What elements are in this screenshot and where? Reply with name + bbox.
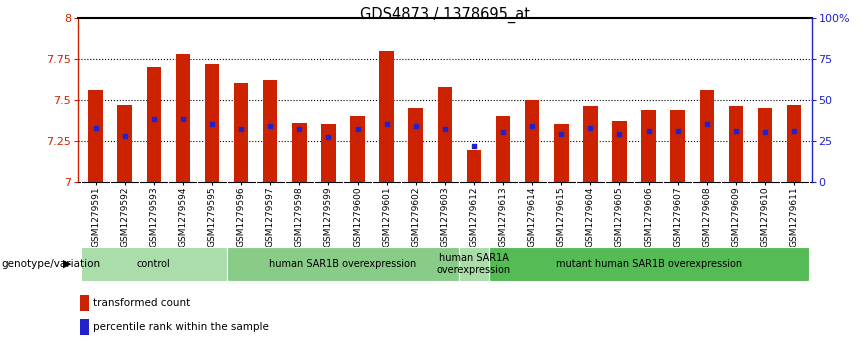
Text: human SAR1A
overexpression: human SAR1A overexpression [437, 253, 511, 275]
Bar [467, 150, 481, 182]
Text: GSM1279600: GSM1279600 [353, 187, 362, 247]
Point [234, 126, 248, 132]
Bar [670, 110, 685, 182]
Bar [786, 105, 801, 182]
Bar [351, 116, 365, 182]
Point [351, 126, 365, 132]
Text: transformed count: transformed count [93, 298, 190, 308]
Bar [321, 125, 336, 182]
Text: GSM1279607: GSM1279607 [674, 187, 682, 247]
Text: GSM1279611: GSM1279611 [790, 187, 799, 247]
Text: GSM1279604: GSM1279604 [586, 187, 595, 247]
Text: GSM1279605: GSM1279605 [615, 187, 624, 247]
Text: GSM1279599: GSM1279599 [324, 187, 333, 247]
Point [758, 130, 772, 135]
Text: mutant human SAR1B overexpression: mutant human SAR1B overexpression [556, 259, 741, 269]
Text: GSM1279598: GSM1279598 [295, 187, 304, 247]
Point [89, 125, 102, 131]
Point [321, 135, 335, 140]
Text: genotype/variation: genotype/variation [2, 259, 101, 269]
Text: GSM1279591: GSM1279591 [91, 187, 100, 247]
Bar [80, 319, 89, 335]
Bar [525, 100, 539, 182]
Bar [554, 125, 569, 182]
Point [700, 122, 713, 127]
Bar [489, 247, 809, 281]
Bar [263, 80, 278, 182]
Bar [205, 64, 220, 182]
Point [467, 143, 481, 148]
Bar [80, 295, 89, 311]
Bar [612, 121, 627, 182]
Text: GSM1279610: GSM1279610 [760, 187, 770, 247]
Bar [459, 247, 489, 281]
Point [147, 117, 161, 122]
Bar [227, 247, 459, 281]
Point [496, 130, 510, 135]
Point [176, 117, 190, 122]
Bar [379, 51, 394, 182]
Point [379, 122, 393, 127]
Point [729, 128, 743, 134]
Point [437, 126, 451, 132]
Bar [147, 67, 161, 182]
Text: GSM1279595: GSM1279595 [207, 187, 216, 247]
Text: GSM1279615: GSM1279615 [556, 187, 566, 247]
Point [205, 122, 219, 127]
Bar [496, 116, 510, 182]
Point [525, 123, 539, 129]
Point [293, 126, 306, 132]
Text: GDS4873 / 1378695_at: GDS4873 / 1378695_at [360, 7, 529, 24]
Text: GSM1279614: GSM1279614 [528, 187, 536, 247]
Text: GSM1279592: GSM1279592 [120, 187, 129, 247]
Bar [583, 106, 598, 182]
Bar [641, 110, 656, 182]
Bar [292, 123, 306, 182]
Text: GSM1279608: GSM1279608 [702, 187, 711, 247]
Point [555, 131, 569, 137]
Text: GSM1279609: GSM1279609 [732, 187, 740, 247]
Text: GSM1279593: GSM1279593 [149, 187, 158, 247]
Bar [409, 108, 423, 182]
Bar [89, 90, 103, 182]
Text: percentile rank within the sample: percentile rank within the sample [93, 322, 268, 332]
Point [409, 123, 423, 129]
Bar [233, 83, 248, 182]
Point [583, 125, 597, 131]
Text: GSM1279612: GSM1279612 [470, 187, 478, 247]
Text: GSM1279597: GSM1279597 [266, 187, 274, 247]
Bar [117, 105, 132, 182]
Text: GSM1279594: GSM1279594 [179, 187, 187, 247]
Text: control: control [137, 259, 171, 269]
Point [641, 128, 655, 134]
Bar [437, 87, 452, 182]
Text: ▶: ▶ [63, 259, 72, 269]
Bar [700, 90, 714, 182]
Point [613, 131, 627, 137]
Bar [175, 54, 190, 182]
Text: GSM1279596: GSM1279596 [237, 187, 246, 247]
Point [263, 123, 277, 129]
Text: GSM1279601: GSM1279601 [382, 187, 391, 247]
Bar [81, 247, 227, 281]
Bar [758, 108, 773, 182]
Text: GSM1279606: GSM1279606 [644, 187, 653, 247]
Point [787, 128, 801, 134]
Point [118, 133, 132, 139]
Text: GSM1279613: GSM1279613 [498, 187, 508, 247]
Bar [728, 106, 743, 182]
Text: human SAR1B overexpression: human SAR1B overexpression [269, 259, 417, 269]
Text: GSM1279602: GSM1279602 [411, 187, 420, 247]
Point [671, 128, 685, 134]
Text: GSM1279603: GSM1279603 [440, 187, 450, 247]
